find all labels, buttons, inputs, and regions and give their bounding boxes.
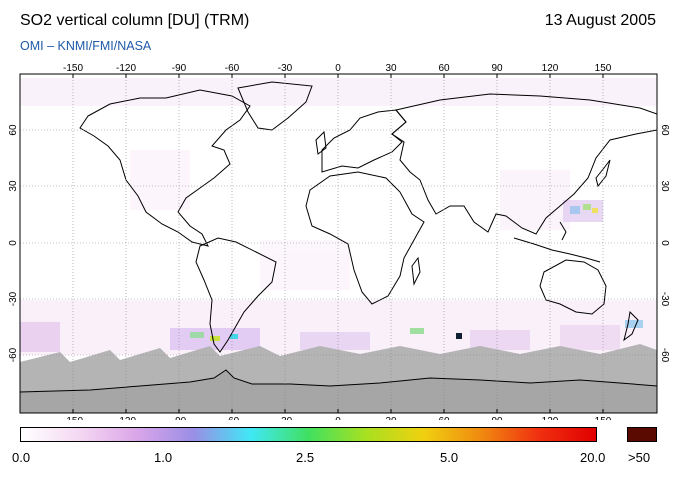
lon-label: 0 [335, 416, 341, 420]
lon-label: -30 [278, 63, 293, 74]
colorbar [20, 427, 597, 442]
lon-label: 90 [491, 416, 503, 420]
lat-labels-left: 60 30 0 -30 -60 [8, 124, 19, 362]
north-america-coast [79, 89, 251, 247]
tick-marks [72, 74, 604, 413]
continents [79, 81, 657, 353]
lon-label: 30 [385, 416, 397, 420]
antarctica [20, 369, 657, 413]
lat-label: 0 [8, 240, 19, 246]
africa-coast [305, 171, 425, 305]
so2-east-asia-plume [563, 200, 603, 222]
lat-label: 0 [659, 240, 670, 246]
colorbar-label: 0.0 [12, 450, 31, 465]
lat-label: -30 [659, 292, 670, 307]
greenland-coast [237, 81, 313, 131]
lon-label: -60 [225, 63, 240, 74]
lon-label: 150 [595, 63, 612, 74]
lon-label: -150 [63, 416, 83, 420]
lat-label: -30 [8, 291, 19, 306]
lat-labels-right: 60 30 0 -30 -60 [659, 124, 670, 362]
map-title: SO2 vertical column [DU] (TRM) [20, 12, 250, 29]
new-zealand-coast [623, 310, 639, 342]
lon-label: 60 [438, 63, 450, 74]
lon-label: -150 [63, 63, 83, 74]
lon-label: 0 [335, 63, 341, 74]
lon-label: 150 [595, 416, 612, 420]
lon-label: -120 [116, 416, 136, 420]
colorbar-label: 5.0 [440, 450, 459, 465]
lon-label: 120 [542, 416, 559, 420]
lat-label: -60 [8, 347, 19, 362]
colorbar-label: 20.0 [580, 450, 606, 465]
lon-label: -120 [116, 63, 136, 74]
lon-label: 120 [542, 63, 559, 74]
lat-label: -60 [659, 348, 670, 363]
lat-label: 30 [659, 180, 670, 192]
lon-label: -30 [278, 416, 293, 420]
asia-coast [391, 93, 657, 235]
world-map: -150 -120 -90 -60 -30 0 30 60 90 120 150… [8, 63, 670, 420]
lon-labels-top: -150 -120 -90 -60 -30 0 30 60 90 120 150 [63, 63, 612, 74]
south-america-coast [195, 237, 277, 353]
map-date: 13 August 2005 [544, 12, 656, 29]
madagascar-coast [411, 256, 421, 286]
lon-label: -90 [172, 416, 187, 420]
data-source-credit: OMI – KNMI/FMI/NASA [20, 39, 152, 53]
lat-label: 60 [8, 124, 19, 136]
lon-label: -90 [172, 63, 187, 74]
lat-label: 60 [659, 124, 670, 136]
colorbar-label: 1.0 [154, 450, 173, 465]
map-area [20, 74, 657, 413]
japan-coast [595, 159, 611, 188]
colorbar-label: 2.5 [296, 450, 315, 465]
colorbar-max-label: >50 [628, 450, 651, 465]
lon-labels-bottom: -150 -120 -90 -60 -30 0 30 60 90 120 150 [63, 416, 612, 420]
lon-label: 90 [491, 63, 503, 74]
so2-southern-speckles [20, 320, 643, 352]
lat-label: 30 [8, 180, 19, 192]
colorbar-max-swatch [627, 427, 657, 442]
australia-coast [539, 259, 607, 315]
graticule [20, 74, 657, 413]
british-isles-coast [315, 130, 327, 155]
lon-label: 30 [385, 63, 397, 74]
lon-label: 60 [438, 416, 450, 420]
lon-label: -60 [225, 416, 240, 420]
